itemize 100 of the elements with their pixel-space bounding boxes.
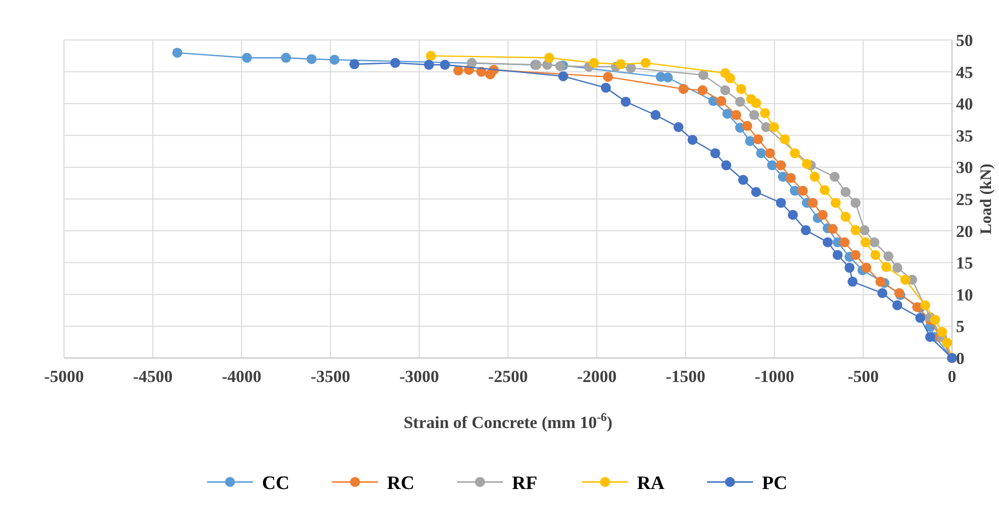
point: [588, 58, 599, 68]
point: [466, 58, 477, 68]
point: [776, 160, 786, 170]
point: [840, 212, 851, 222]
x-tick-label: -4000: [222, 367, 262, 386]
point: [800, 225, 811, 236]
y-tick-label: 45: [956, 62, 973, 82]
point: [769, 122, 780, 132]
x-axis-title: Strain of Concrete (mm 10$^{-6}$): [404, 410, 612, 432]
legend-label: PC: [762, 473, 788, 494]
point: [738, 174, 748, 185]
point: [820, 185, 830, 196]
point: [626, 62, 636, 73]
legend-label: CC: [262, 473, 290, 494]
point: [725, 73, 736, 84]
point: [861, 262, 872, 273]
point: [767, 160, 778, 170]
point: [736, 84, 746, 94]
point: [745, 136, 756, 146]
point: [600, 82, 611, 93]
point: [875, 276, 886, 287]
point: [678, 84, 688, 94]
point: [555, 61, 566, 72]
point: [870, 250, 880, 260]
point: [788, 210, 798, 220]
point: [877, 288, 888, 298]
point: [751, 187, 762, 198]
point: [426, 50, 436, 61]
point: [764, 148, 775, 158]
y-tick-label: 5: [956, 317, 964, 336]
point: [925, 332, 936, 342]
point: [818, 210, 828, 220]
point: [558, 71, 568, 82]
point: [850, 198, 861, 208]
point: [650, 110, 661, 120]
point: [721, 160, 732, 170]
legend-label: RA: [637, 473, 665, 494]
x-tick-label: -2500: [488, 367, 528, 386]
point: [840, 187, 851, 198]
point: [349, 59, 360, 70]
point: [760, 108, 770, 118]
x-tick-label: -2000: [576, 367, 617, 386]
point: [828, 224, 838, 234]
point: [749, 110, 760, 120]
x-tick-label: -5000: [44, 367, 84, 386]
legend-label: RC: [387, 473, 414, 494]
point: [673, 122, 684, 132]
point: [242, 52, 252, 63]
point: [602, 72, 613, 82]
x-tick-label: -3500: [310, 367, 350, 386]
point: [756, 148, 766, 158]
point: [742, 120, 752, 131]
point: [786, 173, 796, 184]
point: [915, 312, 926, 323]
y-tick-label: 0: [956, 349, 964, 368]
point: [883, 251, 894, 262]
point: [930, 314, 940, 325]
y-tick-label: 50: [956, 31, 973, 50]
point: [790, 148, 800, 158]
point: [830, 172, 840, 182]
y-tick-label: 30: [956, 158, 973, 178]
point: [616, 59, 626, 70]
point: [753, 134, 764, 144]
point: [390, 58, 400, 68]
point: [440, 60, 450, 70]
point: [840, 237, 850, 248]
point: [662, 72, 673, 83]
point: [892, 262, 902, 273]
point: [808, 198, 818, 208]
point: [822, 237, 833, 248]
point: [798, 186, 808, 196]
point: [716, 96, 726, 106]
point: [832, 250, 843, 260]
point: [942, 338, 952, 348]
point: [710, 148, 720, 158]
point: [830, 198, 841, 208]
x-tick-label: -500: [848, 367, 879, 386]
point: [544, 52, 554, 63]
point: [892, 300, 902, 310]
point: [844, 262, 855, 273]
x-tick-label: -1000: [754, 367, 794, 386]
point: [281, 52, 291, 63]
point: [751, 98, 762, 108]
point: [720, 85, 730, 96]
point: [900, 274, 910, 285]
y-tick-label: 15: [956, 254, 973, 273]
point: [424, 60, 434, 70]
point: [640, 58, 651, 68]
legend-label: RF: [512, 473, 538, 494]
point: [881, 262, 892, 272]
x-tick-label: -1500: [666, 367, 706, 386]
y-axis-title: Load (kN): [978, 164, 995, 234]
point: [698, 70, 708, 80]
point: [860, 237, 871, 248]
point: [776, 198, 786, 208]
point: [810, 172, 820, 182]
point: [848, 276, 858, 287]
x-tick-label: -3000: [399, 367, 440, 386]
y-tick-label: 40: [956, 94, 973, 114]
point: [850, 225, 861, 236]
